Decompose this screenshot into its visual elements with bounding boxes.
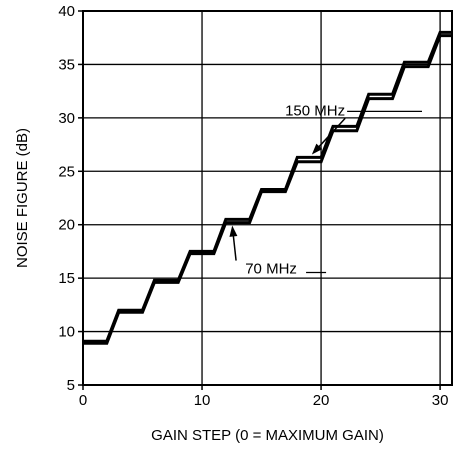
annotation-label: 150 MHz — [285, 102, 345, 119]
annotation-arrowhead — [311, 143, 323, 155]
x-axis-label: GAIN STEP (0 = MAXIMUM GAIN) — [151, 427, 384, 444]
x-tick-label: 10 — [194, 392, 211, 409]
y-tick-label: 5 — [67, 377, 75, 394]
y-tick-label: 35 — [58, 56, 75, 73]
series-layer — [83, 30, 452, 345]
annotation-leader-line — [232, 233, 237, 261]
y-tick-label: 30 — [58, 110, 75, 127]
y-tick-label: 20 — [58, 217, 75, 234]
y-axis-label: NOISE FIGURE (dB) — [14, 128, 31, 268]
annotation-label: 70 MHz — [245, 261, 297, 278]
tick-labels: 0 10 20 30 5 10 15 20 25 30 35 40 — [58, 3, 448, 409]
annotation-leader-line — [316, 117, 346, 150]
grid-lines — [83, 11, 452, 385]
y-tick-label: 40 — [58, 3, 75, 20]
x-tick-label: 30 — [432, 392, 449, 409]
y-tick-label: 25 — [58, 163, 75, 180]
annotation-arrowhead — [229, 225, 238, 237]
x-tick-label: 0 — [79, 392, 87, 409]
y-tick-label: 15 — [58, 270, 75, 287]
annotations-layer: 150 MHz 70 MHz — [229, 102, 422, 278]
series-line-150-mhz — [83, 30, 452, 343]
x-tick-label: 20 — [313, 392, 330, 409]
y-tick-label: 10 — [58, 324, 75, 341]
plot-frame — [82, 10, 453, 386]
